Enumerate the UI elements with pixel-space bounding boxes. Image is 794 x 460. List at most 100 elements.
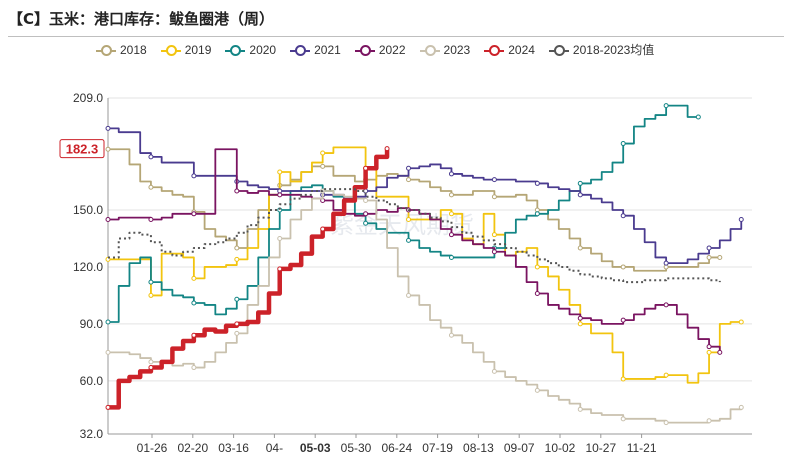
data-point xyxy=(717,254,723,260)
data-point xyxy=(277,192,283,198)
legend-item[interactable]: 2020 xyxy=(225,41,276,58)
legend-swatch xyxy=(354,44,375,56)
legend-label: 2022 xyxy=(378,42,406,57)
legend-label: 2018 xyxy=(120,42,147,57)
x-tick-label: 07-19 xyxy=(422,441,453,455)
y-tick-label: 60.0 xyxy=(80,374,104,388)
legend-item[interactable]: 2018 xyxy=(96,41,147,58)
data-point xyxy=(577,245,583,251)
data-point xyxy=(577,180,583,186)
y-tick-label: 90.0 xyxy=(80,317,104,331)
x-tick-label: 06-24 xyxy=(381,441,412,455)
legend-swatch xyxy=(160,44,181,56)
x-tick-label: 01-26 xyxy=(137,441,168,455)
data-point xyxy=(577,406,583,412)
x-tick-label: 10-27 xyxy=(585,441,616,455)
data-point xyxy=(191,211,197,217)
data-point xyxy=(234,296,240,302)
legend-swatch xyxy=(419,44,440,56)
legend-item[interactable]: 2019 xyxy=(160,41,212,58)
series-line-2018-2023均值 xyxy=(108,188,721,284)
legend-label: 2024 xyxy=(508,42,535,57)
legend-swatch xyxy=(484,44,505,56)
data-point xyxy=(620,264,626,270)
data-point xyxy=(491,368,497,374)
data-point xyxy=(491,249,497,255)
x-tick-label-highlighted: 05-03 xyxy=(300,441,331,455)
data-point xyxy=(277,266,283,272)
legend-swatch xyxy=(96,44,116,56)
series-line-2019 xyxy=(108,146,742,384)
legend-item[interactable]: 2018-2023均值 xyxy=(548,41,655,58)
legend-item[interactable]: 2022 xyxy=(354,41,406,58)
y-tick-label: 120.0 xyxy=(73,260,103,274)
y-tick-label: 150.0 xyxy=(73,203,103,217)
series-line-2021 xyxy=(108,127,743,265)
legend-label: 2018-2023均值 xyxy=(572,43,655,57)
data-point xyxy=(448,211,454,217)
x-tick-label: 04- xyxy=(266,441,283,455)
data-point xyxy=(534,387,540,393)
data-point xyxy=(148,184,154,190)
data-point xyxy=(191,365,197,371)
data-point xyxy=(105,146,111,152)
data-point xyxy=(577,192,583,198)
data-point xyxy=(384,146,390,152)
data-point xyxy=(191,275,197,281)
x-tick-label: 09-07 xyxy=(504,441,535,455)
data-point xyxy=(448,171,454,177)
data-point xyxy=(234,188,240,194)
data-point xyxy=(448,254,454,260)
legend-label: 2023 xyxy=(443,42,471,57)
data-point xyxy=(663,420,669,426)
data-point xyxy=(534,211,540,217)
series-line-2023 xyxy=(108,190,743,424)
legend-item[interactable]: 2023 xyxy=(419,41,471,58)
data-point xyxy=(105,319,111,325)
data-point xyxy=(534,291,540,297)
data-point xyxy=(105,404,111,410)
data-point xyxy=(406,292,412,298)
y-tick-label: 32.0 xyxy=(80,427,104,441)
data-point xyxy=(738,404,744,410)
data-point xyxy=(706,418,712,424)
data-point xyxy=(491,194,497,200)
data-point xyxy=(148,292,154,298)
data-point xyxy=(234,321,240,327)
x-tick-label: 02-20 xyxy=(177,441,208,455)
data-point xyxy=(706,245,712,251)
data-point xyxy=(706,254,712,260)
data-point xyxy=(620,376,626,382)
data-point xyxy=(191,300,197,306)
data-point xyxy=(148,359,154,365)
data-point xyxy=(320,163,326,169)
series-line-2024 xyxy=(108,148,390,410)
data-point xyxy=(148,154,154,160)
x-tick-label: 05-30 xyxy=(341,441,372,455)
data-point xyxy=(491,232,497,238)
data-point xyxy=(663,302,669,308)
x-tick-label: 11-21 xyxy=(627,441,657,455)
data-point xyxy=(320,150,326,156)
data-point xyxy=(491,177,497,183)
data-point xyxy=(448,192,454,198)
data-point xyxy=(234,330,240,336)
data-point xyxy=(105,349,111,355)
data-point xyxy=(148,279,154,285)
legend-label: 2020 xyxy=(249,42,277,57)
data-point xyxy=(577,321,583,327)
data-point xyxy=(448,232,454,238)
legend-label: 2019 xyxy=(184,42,212,57)
legend-item[interactable]: 2021 xyxy=(290,41,341,58)
data-point xyxy=(406,165,412,171)
data-point xyxy=(663,260,669,266)
legend-item[interactable]: 2024 xyxy=(484,41,535,58)
data-point xyxy=(717,349,723,355)
chart-legend: 2018 2019 2020 2021 2022 2023 2024 2018-2023均值 xyxy=(96,41,654,58)
data-point xyxy=(406,237,412,243)
data-point xyxy=(534,264,540,270)
data-point xyxy=(406,177,412,183)
data-point xyxy=(363,198,369,204)
data-point xyxy=(363,220,369,226)
data-point xyxy=(105,216,111,222)
